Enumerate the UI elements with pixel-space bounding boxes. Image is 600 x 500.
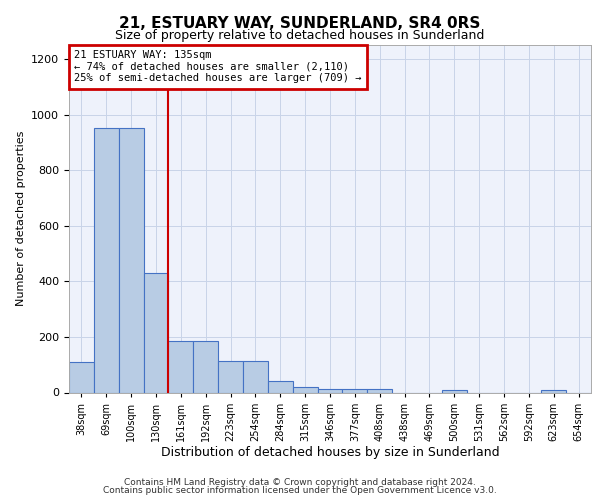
- Bar: [293, 388, 317, 392]
- Bar: [268, 381, 293, 392]
- Bar: [193, 341, 218, 392]
- Text: 21, ESTUARY WAY, SUNDERLAND, SR4 0RS: 21, ESTUARY WAY, SUNDERLAND, SR4 0RS: [119, 16, 481, 31]
- X-axis label: Distribution of detached houses by size in Sunderland: Distribution of detached houses by size …: [161, 446, 499, 460]
- Bar: [94, 128, 119, 392]
- Text: Size of property relative to detached houses in Sunderland: Size of property relative to detached ho…: [115, 29, 485, 42]
- Y-axis label: Number of detached properties: Number of detached properties: [16, 131, 26, 306]
- Text: Contains HM Land Registry data © Crown copyright and database right 2024.: Contains HM Land Registry data © Crown c…: [124, 478, 476, 487]
- Bar: [343, 389, 367, 392]
- Bar: [367, 389, 392, 392]
- Text: 21 ESTUARY WAY: 135sqm
← 74% of detached houses are smaller (2,110)
25% of semi-: 21 ESTUARY WAY: 135sqm ← 74% of detached…: [74, 50, 362, 84]
- Bar: [442, 390, 467, 392]
- Bar: [243, 360, 268, 392]
- Bar: [119, 128, 143, 392]
- Text: Contains public sector information licensed under the Open Government Licence v3: Contains public sector information licen…: [103, 486, 497, 495]
- Bar: [218, 360, 243, 392]
- Bar: [541, 390, 566, 392]
- Bar: [317, 389, 343, 392]
- Bar: [143, 273, 169, 392]
- Bar: [69, 362, 94, 392]
- Bar: [169, 341, 193, 392]
